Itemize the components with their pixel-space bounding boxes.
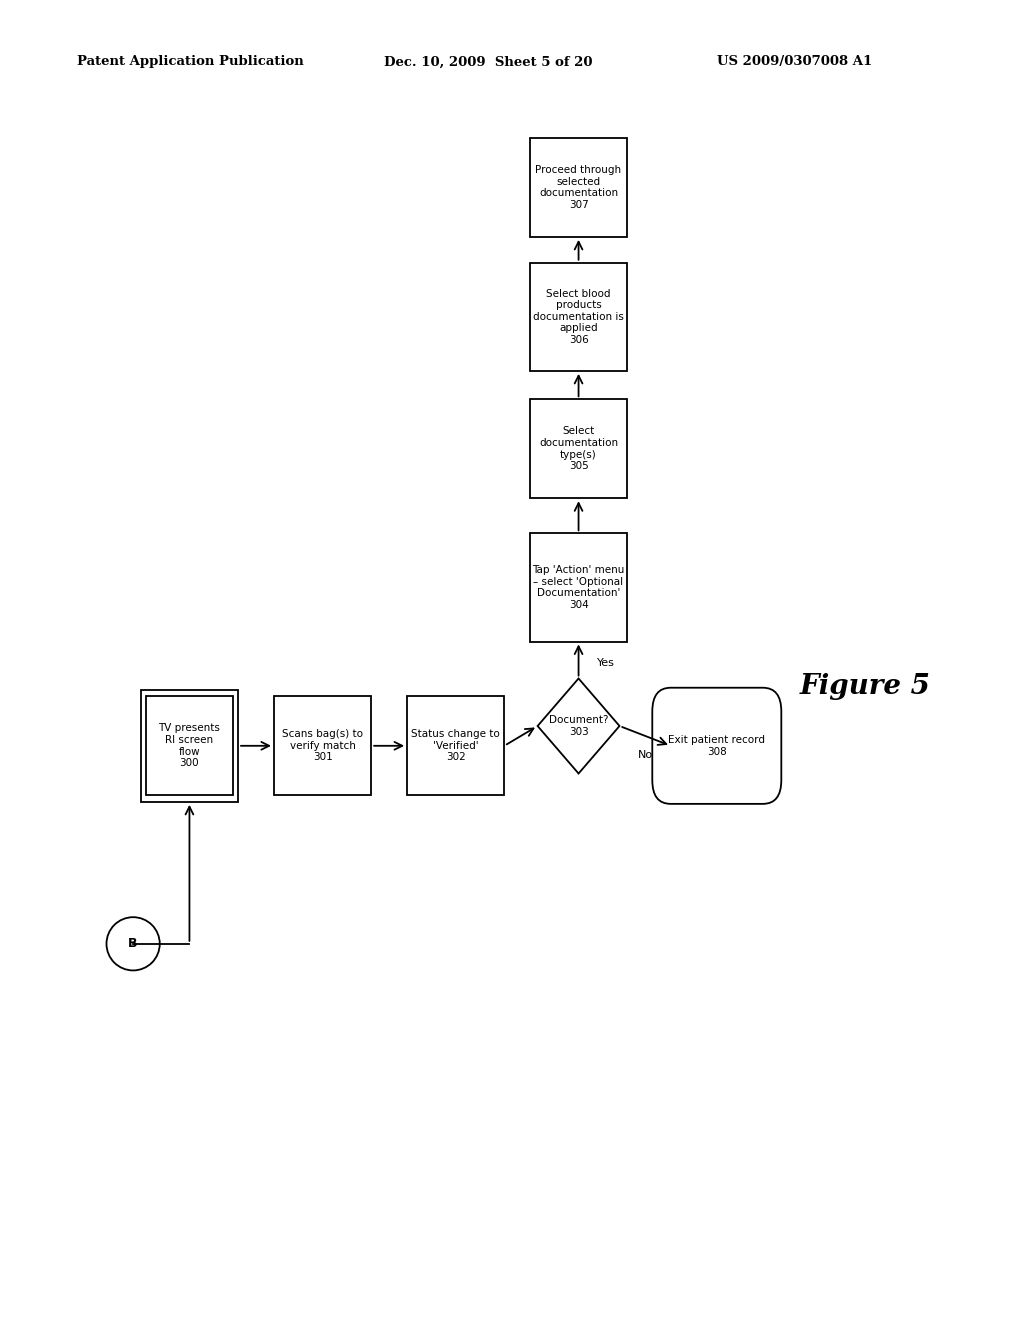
- Text: Scans bag(s) to
verify match
301: Scans bag(s) to verify match 301: [282, 729, 364, 763]
- FancyBboxPatch shape: [652, 688, 781, 804]
- Text: Document?
303: Document? 303: [549, 715, 608, 737]
- Text: Exit patient record
308: Exit patient record 308: [669, 735, 765, 756]
- FancyBboxPatch shape: [274, 697, 372, 795]
- Text: US 2009/0307008 A1: US 2009/0307008 A1: [717, 55, 872, 69]
- Text: Select blood
products
documentation is
applied
306: Select blood products documentation is a…: [534, 289, 624, 345]
- Text: Proceed through
selected
documentation
307: Proceed through selected documentation 3…: [536, 165, 622, 210]
- Text: Select
documentation
type(s)
305: Select documentation type(s) 305: [539, 426, 618, 471]
- FancyBboxPatch shape: [530, 139, 627, 238]
- Text: TV presents
RI screen
flow
300: TV presents RI screen flow 300: [159, 723, 220, 768]
- Text: Figure 5: Figure 5: [800, 673, 931, 700]
- Text: Patent Application Publication: Patent Application Publication: [77, 55, 303, 69]
- FancyBboxPatch shape: [141, 689, 238, 801]
- FancyBboxPatch shape: [408, 697, 505, 795]
- FancyBboxPatch shape: [146, 697, 233, 795]
- FancyBboxPatch shape: [530, 263, 627, 371]
- Text: Dec. 10, 2009  Sheet 5 of 20: Dec. 10, 2009 Sheet 5 of 20: [384, 55, 593, 69]
- Text: B: B: [128, 937, 138, 950]
- FancyBboxPatch shape: [530, 399, 627, 498]
- Text: Tap 'Action' menu
– select 'Optional
Documentation'
304: Tap 'Action' menu – select 'Optional Doc…: [532, 565, 625, 610]
- FancyBboxPatch shape: [530, 533, 627, 642]
- Text: Yes: Yes: [597, 657, 614, 668]
- Text: No: No: [638, 750, 652, 760]
- Text: Status change to
'Verified'
302: Status change to 'Verified' 302: [412, 729, 500, 763]
